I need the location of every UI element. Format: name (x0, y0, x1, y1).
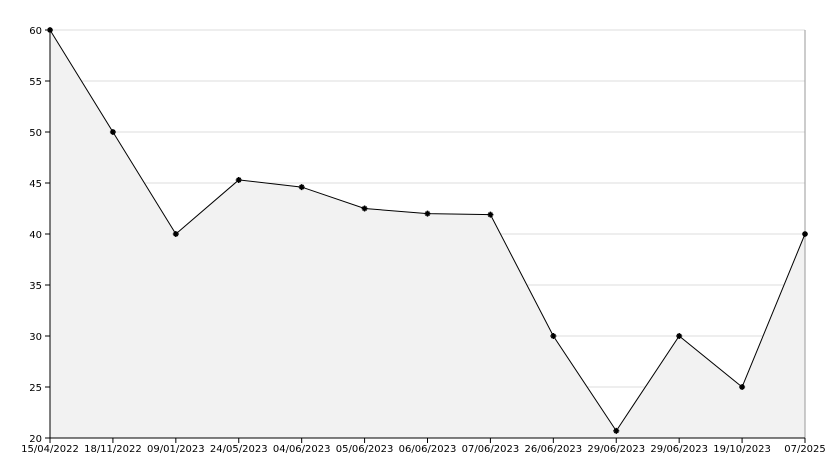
y-tick-label: 55 (29, 77, 42, 88)
marker (298, 184, 305, 191)
marker (424, 210, 431, 217)
x-tick-label: 05/06/2023 (336, 444, 394, 455)
x-tick-label: 19/10/2023 (713, 444, 771, 455)
marker (550, 333, 557, 339)
x-tick-label: 15/04/2022 (21, 444, 79, 455)
marker (613, 427, 620, 434)
x-tick-label: 29/06/2023 (587, 444, 645, 455)
marker (676, 333, 683, 339)
y-tick-label: 35 (29, 281, 42, 292)
y-tick-label: 50 (29, 128, 42, 139)
marker (109, 129, 116, 135)
y-tick-label: 25 (29, 383, 42, 394)
x-tick-label: 06/06/2023 (399, 444, 457, 455)
y-tick-label: 40 (29, 230, 42, 241)
marker (47, 27, 53, 33)
marker (739, 384, 746, 390)
marker (487, 211, 494, 218)
x-tick-label: 09/01/2023 (147, 444, 205, 455)
x-tick-label: 18/11/2022 (84, 444, 142, 455)
y-tick-label: 20 (29, 434, 42, 445)
marker (235, 176, 242, 183)
marker (802, 231, 808, 237)
x-tick-label: 07/06/2023 (462, 444, 520, 455)
x-tick-label: 29/06/2023 (650, 444, 708, 455)
y-tick-label: 30 (29, 332, 42, 343)
x-tick-label: 04/06/2023 (273, 444, 331, 455)
marker (172, 231, 179, 237)
x-tick-label: 26/06/2023 (525, 444, 583, 455)
marker (361, 205, 368, 212)
x-tick-label: 24/05/2023 (210, 444, 268, 455)
x-tick-label: 07/2025 (784, 444, 826, 455)
y-tick-label: 60 (29, 26, 42, 37)
area (50, 30, 805, 438)
y-tick-label: 45 (29, 179, 42, 190)
